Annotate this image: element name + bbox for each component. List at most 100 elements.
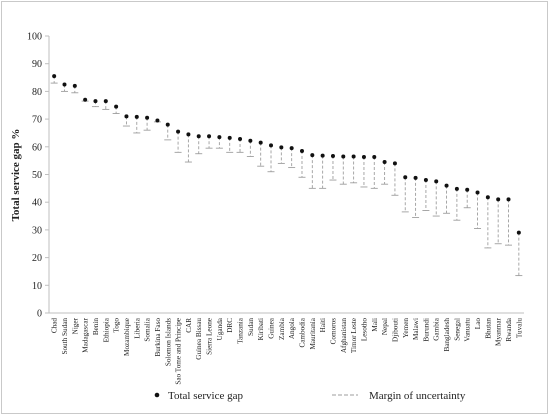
x-tick-label: Nepal <box>381 318 389 335</box>
x-tick-label: Timor Leste <box>350 318 358 353</box>
data-point <box>320 153 325 158</box>
legend-label-margin-of-uncertainty: Margin of uncertainty <box>369 390 466 402</box>
data-point <box>403 175 408 180</box>
x-tick-label: DRC <box>226 318 234 333</box>
plot-area <box>50 74 523 277</box>
x-tick-label: Vanuatu <box>464 318 472 342</box>
data-point <box>165 122 170 127</box>
legend-label-total-service-gap: Total service gap <box>168 390 243 402</box>
data-point <box>145 115 150 120</box>
y-tick-label: 50 <box>32 170 42 181</box>
data-point <box>134 114 139 119</box>
data-point <box>186 132 191 137</box>
y-axis: 0 10 20 30 40 50 60 70 80 90 100 <box>27 32 50 320</box>
data-point <box>155 118 160 123</box>
x-tick-label: Tuvalu <box>515 318 523 339</box>
data-point <box>372 155 377 160</box>
legend: Total service gap Margin of uncertainty <box>154 390 466 402</box>
data-point <box>454 186 459 191</box>
data-point <box>423 178 428 183</box>
data-point <box>465 187 470 192</box>
data-point <box>176 129 181 134</box>
y-tick-label: 100 <box>27 32 42 43</box>
y-tick-label: 60 <box>32 142 42 153</box>
x-tick-label: Mozambique <box>123 318 131 356</box>
x-tick-label: Lao <box>474 318 482 330</box>
data-point <box>207 134 212 139</box>
x-tick-label: Kiribati <box>257 318 265 340</box>
x-tick-label: Somalia <box>144 317 152 341</box>
x-tick-label: Sudan <box>247 318 255 336</box>
y-axis-title: Total service gap % <box>10 129 22 222</box>
x-tick-label: Cambodia <box>298 317 306 347</box>
data-point <box>103 99 108 104</box>
data-point <box>485 195 490 200</box>
y-tick-label: 80 <box>32 87 42 98</box>
y-tick-label: 20 <box>32 253 42 264</box>
data-point <box>413 175 418 180</box>
x-tick-label: Yemen <box>402 318 410 338</box>
x-tick-label: Sao Tome and Principe <box>175 318 183 385</box>
x-tick-label: Haiti <box>319 318 327 332</box>
data-point <box>114 104 119 109</box>
x-tick-label: Togo <box>113 318 121 333</box>
data-point <box>434 179 439 184</box>
data-point <box>496 197 501 202</box>
x-tick-label: Afghanistan <box>340 318 348 354</box>
x-tick-label: Comoros <box>329 318 337 345</box>
data-point <box>227 135 232 140</box>
x-tick-label: Bhutan <box>484 318 492 339</box>
data-point <box>351 154 356 159</box>
x-tick-label: Niger <box>71 317 79 334</box>
data-point <box>289 146 294 151</box>
x-tick-label: Solomon Islands <box>164 318 172 366</box>
data-point <box>124 114 129 119</box>
x-tick-label: Chad <box>51 318 59 334</box>
data-point <box>341 154 346 159</box>
x-tick-label: Zambia <box>278 317 286 340</box>
y-tick-label: 30 <box>32 225 42 236</box>
x-tick-label: Burkina Faso <box>154 318 162 357</box>
data-point <box>93 99 98 104</box>
x-tick-label: Gambia <box>433 317 441 341</box>
x-tick-label: Myanmar <box>495 317 503 346</box>
data-point <box>52 74 57 79</box>
x-tick-label: Madagascar <box>82 317 90 352</box>
x-tick-label: Bangladesh <box>443 318 451 352</box>
data-point <box>258 140 263 145</box>
data-point <box>299 148 304 153</box>
data-point <box>279 145 284 150</box>
x-tick-label: Djibouti <box>391 318 399 342</box>
data-point <box>516 230 521 235</box>
x-tick-label: Ethiopia <box>102 317 110 342</box>
x-tick-label: Rwanda <box>505 317 513 341</box>
y-tick-label: 40 <box>32 198 42 209</box>
data-point <box>217 135 222 140</box>
data-point <box>196 134 201 139</box>
x-tick-label: Guinea Bissau <box>195 318 203 360</box>
data-point <box>382 160 387 165</box>
data-point <box>248 138 253 143</box>
x-tick-label: Liberia <box>133 317 141 339</box>
data-point <box>330 153 335 158</box>
data-point <box>310 153 315 158</box>
data-point <box>506 197 511 202</box>
x-tick-label: Burundi <box>422 318 430 342</box>
y-tick-label: 10 <box>32 281 42 292</box>
x-tick-label: Senegal <box>453 318 461 341</box>
x-tick-label: Angola <box>288 317 296 339</box>
y-tick-label: 0 <box>37 309 42 320</box>
x-tick-label: Sierra Leone <box>206 318 214 355</box>
x-tick-label: Malawi <box>412 318 420 340</box>
data-point <box>238 137 243 142</box>
y-tick-label: 90 <box>32 59 42 70</box>
x-tick-label: Lesotho <box>360 318 368 342</box>
x-tick-label: Uganda <box>216 317 224 340</box>
data-point <box>475 190 480 195</box>
x-tick-label: Benin <box>92 318 100 336</box>
x-tick-label: Guinea <box>268 317 276 339</box>
y-tick-label: 70 <box>32 115 42 126</box>
x-tick-label: Mali <box>371 318 379 332</box>
legend-dot-marker <box>154 392 160 398</box>
